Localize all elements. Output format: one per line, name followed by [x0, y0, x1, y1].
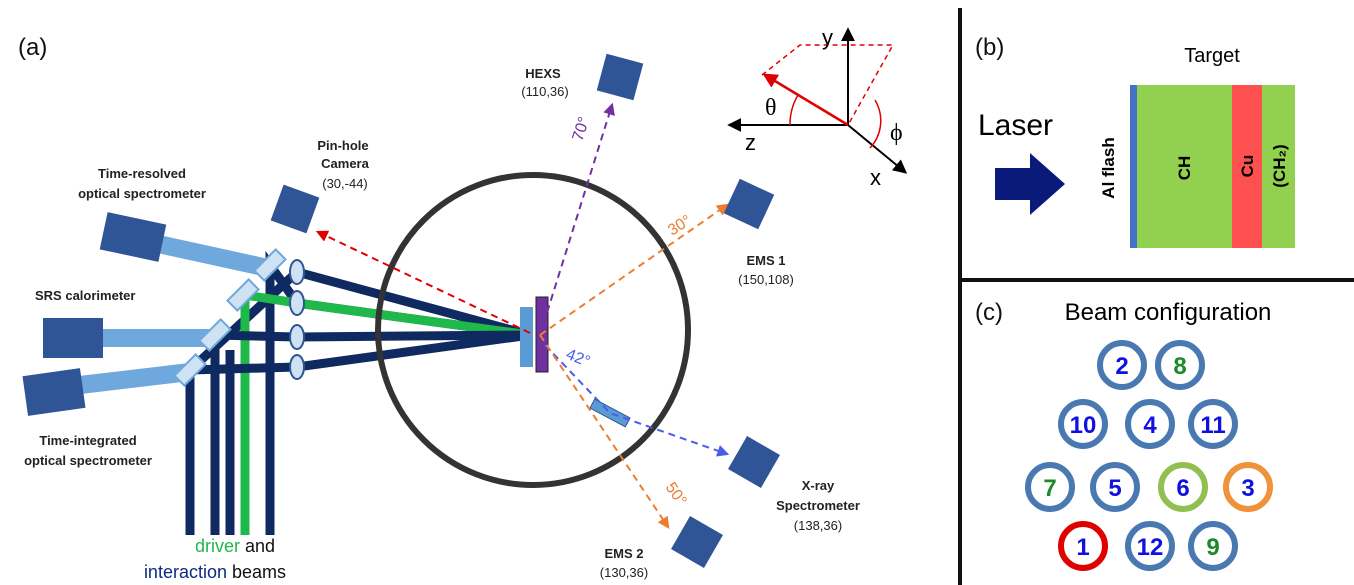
detector-labels: HEXS (110,36) Pin-hole Camera (30,-44) E… — [24, 66, 860, 580]
beam-label: 5 — [1108, 475, 1121, 502]
axis-label: y — [822, 25, 833, 50]
laser-label: Laser — [978, 109, 1053, 142]
coords: (138,36) — [794, 518, 842, 533]
layer-label: Al flash — [1099, 137, 1118, 198]
beam-label: 6 — [1176, 475, 1189, 502]
coords: (150,108) — [738, 272, 794, 287]
instruments — [22, 212, 305, 416]
panel-label: (b) — [975, 34, 1004, 61]
caption: interaction beams — [144, 562, 286, 582]
beam-ring — [1188, 399, 1238, 449]
beam-ring — [1058, 399, 1108, 449]
caption-word: and — [245, 536, 275, 556]
beam-ring — [1155, 340, 1205, 390]
beam-ring — [1058, 521, 1108, 571]
coords: (130,36) — [600, 565, 648, 580]
beam-grid: 2 8 10 4 11 7 5 6 3 1 12 9 — [1025, 340, 1273, 571]
crystal — [589, 398, 631, 428]
layer-label: CH — [1175, 156, 1194, 181]
caption-word: driver — [195, 536, 240, 556]
target-front — [520, 307, 533, 367]
chamber — [375, 172, 691, 488]
beam-label: 4 — [1143, 412, 1157, 439]
caption: driver and — [195, 536, 275, 556]
coords: (110,36) — [521, 84, 568, 99]
axis-label: x — [870, 165, 881, 190]
angle: 70° — [570, 115, 594, 143]
beams — [185, 250, 532, 535]
label: optical spectrometer — [24, 453, 152, 468]
beam-ring — [1090, 462, 1140, 512]
angle: 30° — [665, 212, 695, 239]
target-layers — [1130, 85, 1295, 248]
label: HEXS — [525, 66, 561, 81]
axis-label: z — [745, 130, 756, 155]
title: Target — [1184, 45, 1240, 67]
laser-arrow — [995, 153, 1065, 215]
layer-label: Cu — [1238, 155, 1257, 178]
label: Pin-hole — [317, 138, 368, 153]
beam-ring — [1125, 399, 1175, 449]
axes-diagram — [727, 27, 908, 174]
layer-labels: Al flash CH Cu (CH₂) — [1099, 137, 1289, 198]
beam-label: 3 — [1241, 475, 1254, 502]
axis-label: θ — [765, 95, 777, 121]
dividers — [958, 8, 1354, 585]
detectors — [270, 53, 780, 568]
beam-label: 11 — [1200, 412, 1225, 439]
label: EMS 1 — [746, 253, 785, 268]
label: Camera — [321, 156, 369, 171]
beam-ring — [1125, 521, 1175, 571]
layer-label: (CH₂) — [1270, 144, 1289, 187]
label: X-ray — [802, 478, 835, 493]
panel-label: (a) — [18, 34, 47, 61]
panel-label: (c) — [975, 299, 1003, 326]
beam-label: 10 — [1070, 412, 1097, 439]
beam-ring — [1097, 340, 1147, 390]
label: SRS calorimeter — [35, 288, 135, 303]
beam-label: 8 — [1173, 353, 1186, 380]
angle: 42° — [564, 346, 593, 371]
beam-label: 2 — [1115, 353, 1128, 380]
title: Beam configuration — [1065, 299, 1272, 326]
label: EMS 2 — [604, 546, 643, 561]
coords: (30,-44) — [322, 176, 368, 191]
beam-label: 12 — [1137, 534, 1164, 561]
label: Time-resolved — [98, 166, 186, 181]
beam-ring — [1158, 462, 1208, 512]
label: Time-integrated — [39, 433, 136, 448]
angle: 50° — [662, 480, 690, 510]
beam-label: 1 — [1076, 534, 1089, 561]
beam-ring — [1188, 521, 1238, 571]
beam-ring — [1223, 462, 1273, 512]
caption-word: interaction — [144, 562, 227, 582]
label: Spectrometer — [776, 498, 860, 513]
beam-ring — [1025, 462, 1075, 512]
caption-word: beams — [232, 562, 286, 582]
label: optical spectrometer — [78, 186, 206, 201]
beam-label: 7 — [1043, 475, 1056, 502]
beam-label: 9 — [1206, 534, 1219, 561]
axis-label: ϕ — [890, 120, 903, 146]
sight-lines — [315, 102, 730, 529]
